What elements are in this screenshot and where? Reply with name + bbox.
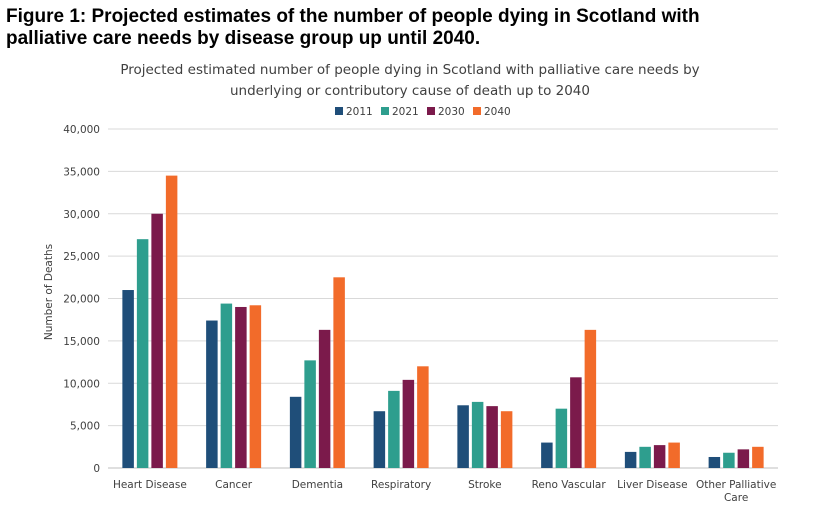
y-tick-label: 35,000 xyxy=(63,166,100,178)
y-tick-label: 25,000 xyxy=(63,251,100,263)
legend: 2011 2021 2030 2040 xyxy=(335,106,511,118)
x-category-label: Cancer xyxy=(215,479,253,491)
bar-2021 xyxy=(639,446,651,468)
bar-2021 xyxy=(723,452,735,468)
y-tick-label: 10,000 xyxy=(63,378,100,390)
x-category-label: Heart Disease xyxy=(113,479,187,491)
chart-title: Projected estimated number of people dyi… xyxy=(100,60,720,102)
y-tick-label: 15,000 xyxy=(63,336,100,348)
legend-swatch xyxy=(473,107,481,115)
x-category-label: Reno Vascular xyxy=(532,479,607,491)
bar-2011 xyxy=(122,290,134,468)
y-tick-label: 0 xyxy=(93,463,100,475)
legend-swatch xyxy=(381,107,389,115)
x-category-label: Respiratory xyxy=(371,479,431,491)
bar-2021 xyxy=(220,303,233,468)
y-tick-label: 20,000 xyxy=(63,294,100,306)
x-category-label: Care xyxy=(724,492,748,504)
y-axis-ticks: 0 5,000 10,000 15,000 20,000 25,000 30,000 35,0… xyxy=(63,124,100,475)
x-category-label: Liver Disease xyxy=(617,479,687,491)
bar-2040 xyxy=(249,305,262,468)
bar-2011 xyxy=(373,411,386,468)
bar-2011 xyxy=(457,405,469,468)
figure-title-line-1: Figure 1: Projected estimates of the num… xyxy=(6,6,700,27)
bar-2011 xyxy=(708,456,721,468)
chart-title-line-2: underlying or contributory cause of deat… xyxy=(230,83,590,99)
bar-2011 xyxy=(206,320,218,468)
bar-2021 xyxy=(388,390,400,468)
bar-2040 xyxy=(165,175,178,469)
bar-2030 xyxy=(570,377,582,468)
bar-2021 xyxy=(555,408,568,468)
x-axis-categories: Heart Disease Cancer Dementia Respiratory St… xyxy=(113,479,776,504)
bar-2030 xyxy=(318,329,331,468)
bar-2030 xyxy=(653,445,666,468)
legend-label: 2021 xyxy=(392,106,419,118)
bar-2040 xyxy=(417,366,429,468)
x-category-label: Stroke xyxy=(468,479,501,491)
bar-2030 xyxy=(486,406,498,468)
legend-label: 2030 xyxy=(438,106,465,118)
bar-2040 xyxy=(333,277,345,468)
chart-title-line-1: Projected estimated number of people dyi… xyxy=(120,62,700,78)
y-axis-label: Number of Deaths xyxy=(43,244,55,340)
bar-2011 xyxy=(624,451,637,468)
bar-2030 xyxy=(737,449,750,468)
figure-title: Figure 1: Projected estimates of the num… xyxy=(6,6,806,50)
figure-title-line-2: palliative care needs by disease group u… xyxy=(6,28,481,49)
bar-2030 xyxy=(402,379,415,468)
bar-2030 xyxy=(235,306,247,468)
bars xyxy=(122,175,764,469)
legend-label: 2011 xyxy=(346,106,373,118)
legend-label: 2040 xyxy=(484,106,511,118)
bar-2021 xyxy=(136,239,149,468)
bar-2040 xyxy=(668,442,680,468)
x-category-label: Other Palliative xyxy=(696,479,776,491)
bar-2021 xyxy=(304,360,316,468)
bar-2040 xyxy=(584,329,597,468)
bar-2040 xyxy=(500,411,513,468)
y-tick-label: 5,000 xyxy=(70,421,100,433)
x-category-label: Dementia xyxy=(292,479,343,491)
bar-2021 xyxy=(471,401,484,468)
bar-2011 xyxy=(289,396,302,468)
y-tick-label: 30,000 xyxy=(63,209,100,221)
bar-2030 xyxy=(151,213,163,468)
gridlines xyxy=(108,128,778,469)
y-tick-label: 40,000 xyxy=(63,124,100,136)
legend-swatch xyxy=(427,107,435,115)
bar-2040 xyxy=(752,446,764,468)
bar-2011 xyxy=(541,442,553,468)
legend-swatch xyxy=(335,107,343,115)
